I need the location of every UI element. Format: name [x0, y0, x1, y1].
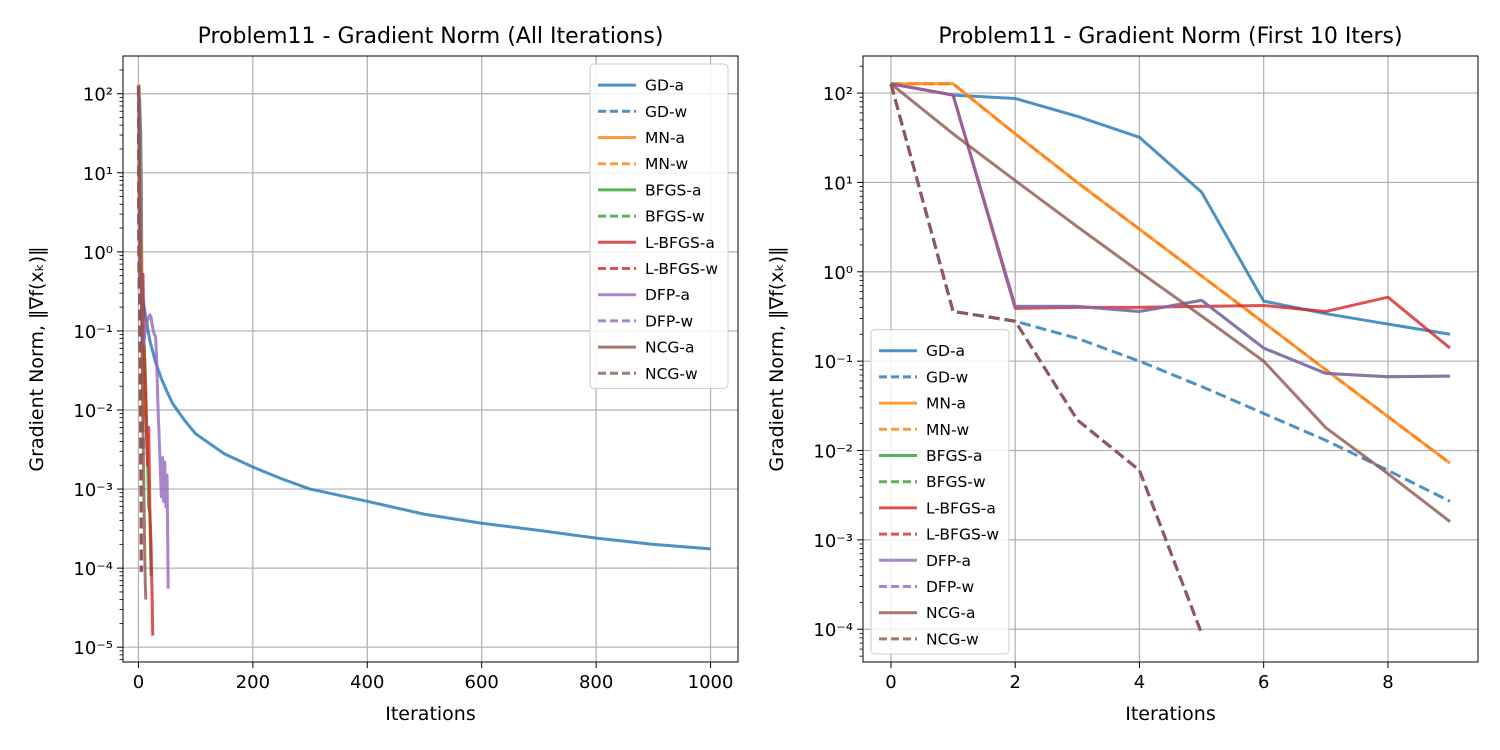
x-tick-label: 400 [350, 672, 384, 693]
legend-label: L-BFGS-w [645, 260, 718, 278]
legend-label: NCG-w [645, 365, 698, 383]
legend-label: GD-a [645, 77, 684, 95]
ticks: 0 2 4 6 8 10⁻⁴ 10⁻³ 10⁻² 10⁻¹ 10⁰ 10¹ 10² [813, 65, 1394, 693]
legend-label: DFP-w [926, 578, 974, 596]
legend-label: BFGS-w [926, 473, 986, 491]
legend-label: L-BFGS-a [645, 234, 715, 252]
legend-label: MN-a [645, 129, 685, 147]
series-line-ncg-w [889, 83, 1203, 634]
y-tick-label: 10⁻² [73, 401, 113, 422]
legend-label: GD-w [645, 103, 688, 121]
legend-label: MN-w [926, 421, 970, 439]
y-tick-label: 10⁻² [813, 442, 853, 463]
chart-first-10-iters: 0 2 4 6 8 10⁻⁴ 10⁻³ 10⁻² 10⁻¹ 10⁰ 10¹ 10² Problem11… [766, 24, 1479, 725]
plot-lines [136, 84, 711, 636]
legend-label: L-BFGS-w [926, 526, 999, 544]
legend-label: GD-w [926, 368, 969, 386]
plot-lines [889, 82, 1452, 634]
chart-all-iterations: 0 200 400 600 800 1000 10⁻⁵ 10⁻⁴ 10⁻³ 10⁻² 10⁻¹ 10⁰… [26, 24, 739, 725]
y-tick-label: 10⁻³ [73, 480, 113, 501]
chart-title: Problem11 - Gradient Norm (All Iteration… [198, 24, 664, 49]
y-tick-label: 10² [823, 84, 853, 105]
x-tick-label: 8 [1382, 672, 1393, 693]
x-tick-label: 800 [579, 672, 613, 693]
x-tick-label: 0 [885, 672, 896, 693]
series-line-ncg-w [136, 85, 143, 572]
axes-frame [862, 55, 1479, 663]
y-axis-label: Gradient Norm, ‖∇f(xₖ)‖ [766, 246, 788, 471]
y-tick-label: 10⁰ [823, 263, 853, 284]
y-tick-label: 10⁻¹ [73, 322, 113, 343]
chart-title: Problem11 - Gradient Norm (First 10 Iter… [938, 24, 1402, 49]
y-tick-label: 10⁻⁵ [73, 638, 113, 659]
legend: GD-a GD-w MN-a MN-w BFGS-a BFGS-w L-BFGS-a L-BF… [589, 63, 729, 389]
y-tick-label: 10⁻⁴ [73, 559, 113, 580]
ticks: 0 200 400 600 800 1000 10⁻⁵ 10⁻⁴ 10⁻³ 10⁻² 10⁻¹ 10⁰… [73, 69, 734, 693]
legend-label: NCG-a [926, 604, 976, 622]
x-tick-label: 600 [465, 672, 499, 693]
legend-label: DFP-a [645, 286, 690, 304]
legend-label: BFGS-w [645, 208, 705, 226]
legend-label: BFGS-a [645, 181, 702, 199]
series-line-dfp-a [890, 82, 1451, 379]
y-tick-label: 10² [83, 85, 113, 106]
legend-box [589, 63, 729, 389]
series-line-gd-a [890, 82, 1451, 336]
legend-box [870, 329, 1010, 655]
series-line-ncg-a [136, 85, 148, 600]
x-tick-label: 4 [1134, 672, 1145, 693]
y-tick-label: 10¹ [83, 164, 113, 185]
legend-label: NCG-w [926, 630, 979, 648]
y-tick-label: 10⁰ [83, 243, 113, 264]
x-tick-label: 1000 [688, 672, 734, 693]
x-tick-label: 6 [1258, 672, 1269, 693]
y-tick-label: 10⁻¹ [813, 352, 853, 373]
legend-label: DFP-w [645, 312, 693, 330]
x-axis-label: Iterations [1125, 703, 1216, 725]
x-tick-label: 2 [1009, 672, 1020, 693]
y-tick-label: 10⁻⁴ [813, 620, 853, 641]
legend-label: GD-a [926, 342, 965, 360]
series-line-mn-w [890, 82, 1451, 465]
legend-label: L-BFGS-a [926, 499, 996, 517]
legend-label: NCG-a [645, 339, 695, 357]
y-tick-label: 10⁻³ [813, 531, 853, 552]
legend: GD-a GD-w MN-a MN-w BFGS-a BFGS-w L-BFGS-a L-BF… [870, 329, 1010, 655]
legend-label: BFGS-a [926, 447, 983, 465]
legend-label: MN-a [926, 395, 966, 413]
y-axis-label: Gradient Norm, ‖∇f(xₖ)‖ [26, 246, 48, 471]
x-axis-label: Iterations [385, 703, 476, 725]
legend-label: DFP-a [926, 552, 971, 570]
x-tick-label: 200 [236, 672, 270, 693]
y-tick-label: 10¹ [823, 173, 853, 194]
series-line-ncg-a [890, 82, 1451, 523]
series-line-gd-w [889, 83, 1451, 503]
x-tick-label: 0 [133, 672, 144, 693]
legend-label: MN-w [645, 155, 689, 173]
axes-frame [122, 55, 739, 663]
